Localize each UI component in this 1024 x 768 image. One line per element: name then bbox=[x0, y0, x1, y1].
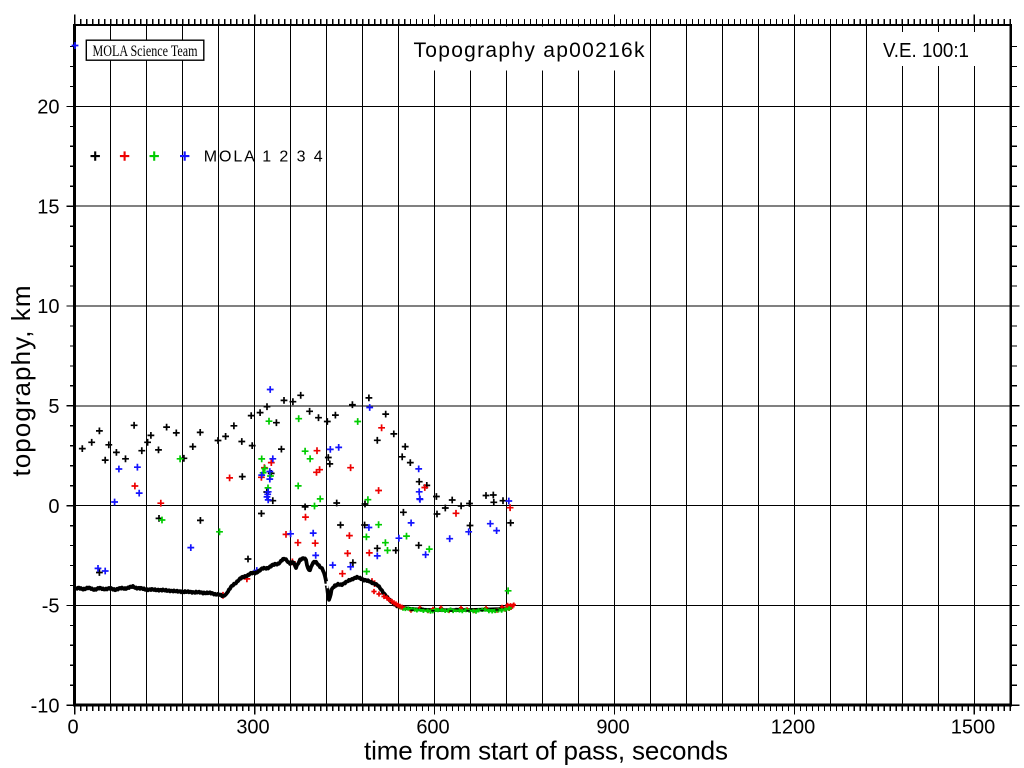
svg-text:-10: -10 bbox=[31, 695, 60, 717]
svg-text:10: 10 bbox=[37, 296, 59, 318]
svg-text:15: 15 bbox=[37, 196, 59, 218]
svg-text:0: 0 bbox=[48, 496, 59, 518]
svg-text:20: 20 bbox=[37, 97, 59, 119]
svg-text:1500: 1500 bbox=[951, 717, 996, 739]
svg-text:topography, km: topography, km bbox=[6, 286, 36, 477]
svg-text:0: 0 bbox=[67, 717, 78, 739]
svg-text:900: 900 bbox=[596, 717, 629, 739]
svg-text:V.E. 100:1: V.E. 100:1 bbox=[883, 40, 969, 62]
svg-text:300: 300 bbox=[236, 717, 269, 739]
svg-text:MOLA Science Team: MOLA Science Team bbox=[93, 43, 198, 60]
svg-text:-5: -5 bbox=[42, 596, 60, 618]
svg-text:time from start of pass, secon: time from start of pass, seconds bbox=[364, 736, 728, 766]
svg-text:600: 600 bbox=[416, 717, 449, 739]
svg-text:Topography ap00216k: Topography ap00216k bbox=[414, 39, 646, 62]
svg-text:1200: 1200 bbox=[771, 717, 816, 739]
svg-text:5: 5 bbox=[48, 396, 59, 418]
svg-text:MOLA 1 2 3 4: MOLA 1 2 3 4 bbox=[204, 149, 323, 166]
